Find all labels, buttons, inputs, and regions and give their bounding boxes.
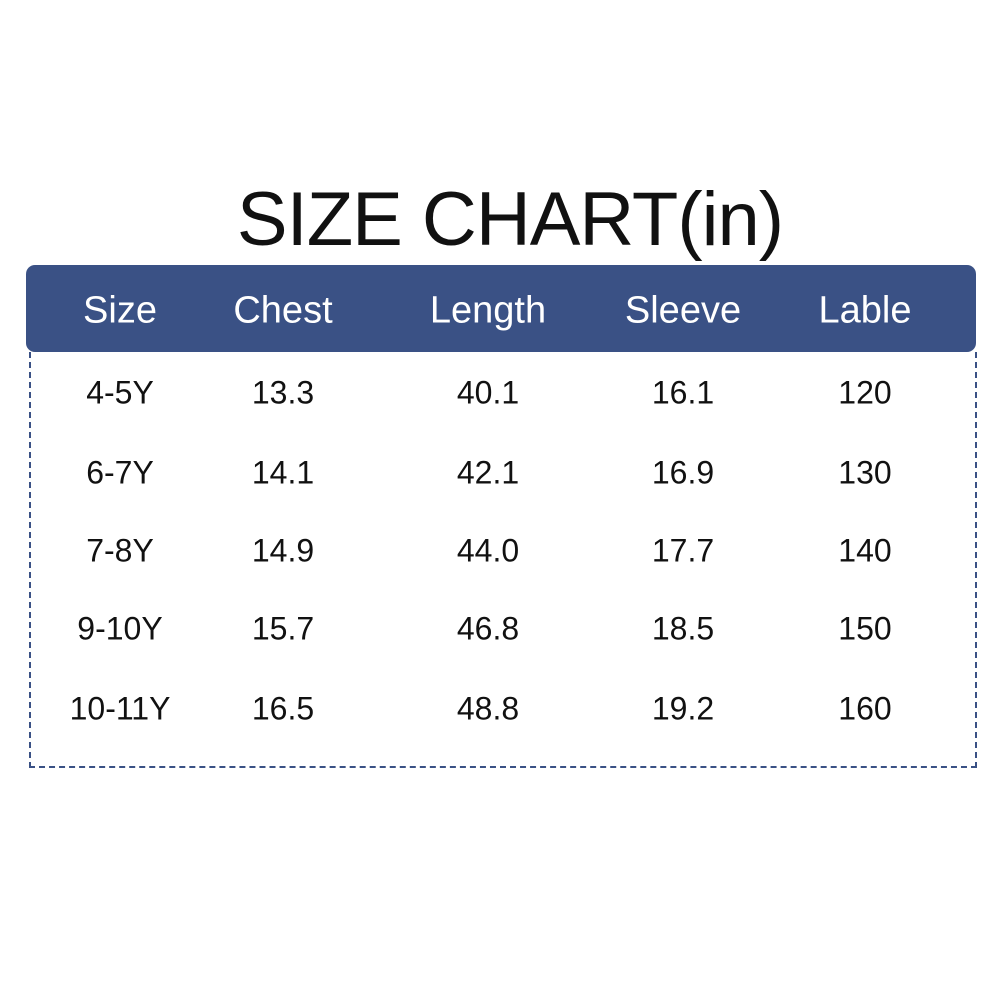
cell-sleeve: 19.2 bbox=[651, 690, 715, 727]
table-body bbox=[29, 352, 977, 768]
cell-lable: 130 bbox=[838, 454, 892, 491]
cell-sleeve: 17.7 bbox=[651, 532, 715, 569]
cell-length: 42.1 bbox=[456, 454, 520, 491]
cell-chest: 13.3 bbox=[251, 374, 315, 411]
cell-lable: 120 bbox=[838, 374, 892, 411]
cell-lable: 140 bbox=[838, 532, 892, 569]
column-header-sleeve: Sleeve bbox=[624, 289, 742, 332]
column-header-lable: Lable bbox=[818, 289, 912, 332]
cell-chest: 16.5 bbox=[251, 690, 315, 727]
cell-chest: 15.7 bbox=[251, 610, 315, 647]
cell-length: 48.8 bbox=[456, 690, 520, 727]
cell-size: 4-5Y bbox=[86, 374, 154, 411]
cell-sleeve: 18.5 bbox=[651, 610, 715, 647]
cell-length: 46.8 bbox=[456, 610, 520, 647]
column-header-chest: Chest bbox=[233, 289, 333, 332]
cell-size: 10-11Y bbox=[69, 690, 171, 727]
cell-lable: 150 bbox=[838, 610, 892, 647]
cell-length: 44.0 bbox=[456, 532, 520, 569]
cell-lable: 160 bbox=[838, 690, 892, 727]
cell-chest: 14.9 bbox=[251, 532, 315, 569]
cell-sleeve: 16.1 bbox=[651, 374, 715, 411]
cell-chest: 14.1 bbox=[251, 454, 315, 491]
cell-sleeve: 16.9 bbox=[651, 454, 715, 491]
cell-size: 7-8Y bbox=[86, 532, 154, 569]
cell-size: 6-7Y bbox=[86, 454, 154, 491]
chart-title: SIZE CHART(in) bbox=[236, 177, 784, 262]
column-header-size: Size bbox=[83, 289, 157, 332]
column-header-length: Length bbox=[429, 289, 547, 332]
table-header bbox=[26, 265, 976, 352]
cell-size: 9-10Y bbox=[77, 610, 163, 647]
cell-length: 40.1 bbox=[456, 374, 520, 411]
